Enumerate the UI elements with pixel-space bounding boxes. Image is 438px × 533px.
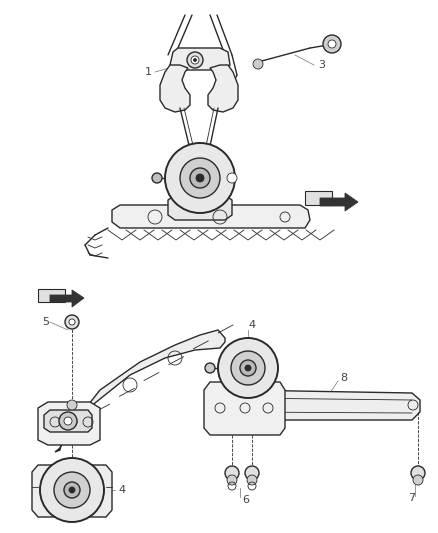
FancyBboxPatch shape <box>305 191 332 205</box>
Circle shape <box>253 59 263 69</box>
Circle shape <box>190 168 210 188</box>
Circle shape <box>65 315 79 329</box>
Text: 3: 3 <box>318 60 325 70</box>
Circle shape <box>411 466 425 480</box>
Text: FWD: FWD <box>42 293 60 299</box>
Circle shape <box>152 173 162 183</box>
Circle shape <box>40 458 104 522</box>
Circle shape <box>59 412 77 430</box>
Circle shape <box>165 143 235 213</box>
Circle shape <box>227 173 237 183</box>
Circle shape <box>323 35 341 53</box>
Text: 6: 6 <box>242 495 249 505</box>
Polygon shape <box>44 410 92 432</box>
Text: 2: 2 <box>210 150 217 160</box>
Circle shape <box>205 363 215 373</box>
Polygon shape <box>170 48 230 70</box>
Text: 7: 7 <box>408 493 415 503</box>
Text: 4: 4 <box>248 320 255 330</box>
Circle shape <box>245 365 251 371</box>
Polygon shape <box>32 465 112 517</box>
Circle shape <box>191 56 199 64</box>
Text: 8: 8 <box>340 373 347 383</box>
Polygon shape <box>112 205 310 228</box>
Polygon shape <box>320 193 358 211</box>
Circle shape <box>247 475 257 485</box>
Polygon shape <box>55 330 225 452</box>
Polygon shape <box>208 65 238 112</box>
Polygon shape <box>204 382 285 435</box>
Circle shape <box>240 360 256 376</box>
Polygon shape <box>228 390 420 420</box>
Circle shape <box>64 482 80 498</box>
Text: FWD: FWD <box>308 193 328 203</box>
Polygon shape <box>38 402 100 445</box>
Circle shape <box>328 40 336 48</box>
Circle shape <box>69 319 75 325</box>
Circle shape <box>225 466 239 480</box>
Circle shape <box>413 475 423 485</box>
Circle shape <box>231 351 265 385</box>
Text: 1: 1 <box>145 67 152 77</box>
Circle shape <box>187 52 203 68</box>
Circle shape <box>54 472 90 508</box>
Polygon shape <box>50 290 84 307</box>
Circle shape <box>196 174 204 182</box>
Text: 5: 5 <box>42 317 49 327</box>
Circle shape <box>218 338 278 398</box>
Circle shape <box>67 400 77 410</box>
Circle shape <box>69 487 75 493</box>
Circle shape <box>227 475 237 485</box>
Polygon shape <box>160 65 190 112</box>
Circle shape <box>194 59 197 61</box>
Circle shape <box>64 417 72 425</box>
Polygon shape <box>168 195 232 220</box>
Circle shape <box>180 158 220 198</box>
Text: 4: 4 <box>118 485 125 495</box>
FancyBboxPatch shape <box>38 289 65 302</box>
Circle shape <box>245 466 259 480</box>
